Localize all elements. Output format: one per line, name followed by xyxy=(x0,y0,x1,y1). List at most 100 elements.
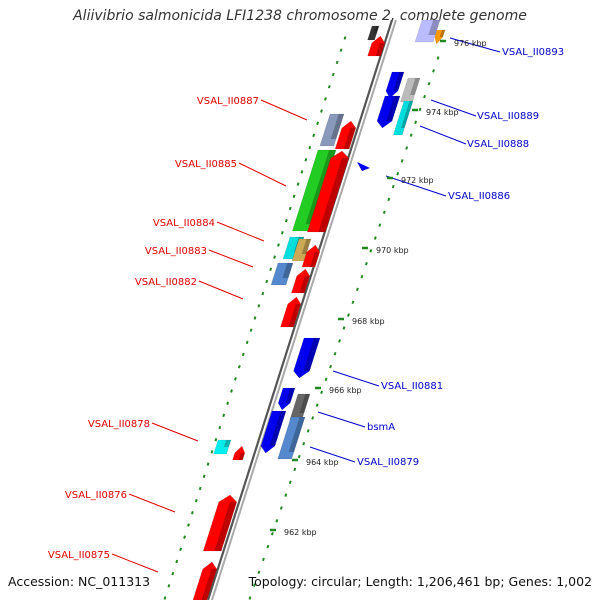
left-track-dot xyxy=(206,462,210,466)
left-track-dot xyxy=(222,413,226,418)
right-track-dot xyxy=(405,146,409,150)
gene-label-line xyxy=(419,125,467,145)
gene-label: VSAL_II0883 xyxy=(145,246,207,257)
feature-0879-blue xyxy=(260,410,287,454)
right-track-dot xyxy=(275,519,279,523)
accession: Accession: NC_011313 xyxy=(8,574,151,589)
gene-label: VSAL_II0887 xyxy=(197,96,259,107)
left-track-dot xyxy=(265,279,269,284)
gene-labels: VSAL_II0893 VSAL_II0889 VSAL_II0888 VSAL_II… xyxy=(48,47,564,561)
right-track-dot xyxy=(414,120,418,125)
left-track-dot xyxy=(198,486,202,491)
position-label: 972 kbp xyxy=(401,176,434,185)
feature-0887-red xyxy=(334,120,357,150)
left-track-dot xyxy=(249,328,253,332)
right-track-dot xyxy=(427,81,431,86)
right-track-dot xyxy=(342,326,346,330)
feature-0882-red xyxy=(291,268,311,294)
left-track-dot xyxy=(202,474,206,478)
left-track-dot xyxy=(269,267,273,272)
gene-label: VSAL_II0888 xyxy=(467,139,529,150)
feature-0883-red xyxy=(301,244,321,268)
right-track-dot xyxy=(373,236,377,240)
gene-label-line xyxy=(385,175,447,197)
backbone xyxy=(206,19,397,600)
gene-label: VSAL_II0875 xyxy=(48,550,110,561)
map-title: Aliivibrio salmonicida LFI1238 chromosom… xyxy=(73,8,527,24)
left-track-dot xyxy=(245,340,249,345)
position-label: 970 kbp xyxy=(376,246,409,255)
gene-label-line xyxy=(260,99,308,121)
right-track-dot xyxy=(432,69,435,73)
position-label: 964 kbp xyxy=(306,458,339,467)
right-track-dot xyxy=(279,506,283,510)
right-track-dot xyxy=(364,261,368,266)
right-track-dot xyxy=(306,429,310,433)
feature-0879-steel xyxy=(277,416,306,460)
feature-0889-grey xyxy=(400,77,421,103)
feature-0876-red xyxy=(202,494,238,552)
right-track-dot xyxy=(329,364,333,369)
right-track-dot xyxy=(400,159,404,163)
left-track-dot xyxy=(339,48,343,52)
label-lines xyxy=(111,37,501,573)
gene-label: VSAL_II0889 xyxy=(477,111,539,122)
left-track-dot xyxy=(312,133,316,138)
right-track-dot xyxy=(436,56,440,60)
left-track-dot xyxy=(331,72,335,77)
position-label: 976 kbp xyxy=(454,39,487,48)
right-track-dot xyxy=(347,313,350,317)
position-label: 968 kbp xyxy=(352,317,385,326)
gene-label-line xyxy=(198,280,244,300)
right-track-dot xyxy=(288,480,292,485)
left-track-dot xyxy=(171,571,175,576)
gene-label-line xyxy=(332,370,380,387)
right-track-dot xyxy=(369,249,373,253)
left-track-dot xyxy=(335,60,339,65)
left-track-dot xyxy=(230,389,233,393)
gene-label: VSAL_II0879 xyxy=(357,457,419,468)
right-track-dot xyxy=(387,197,391,202)
left-track-dot xyxy=(273,255,276,259)
left-track-dot xyxy=(226,401,230,405)
left-track-dot xyxy=(183,535,186,539)
left-track-dot xyxy=(308,145,312,150)
right-track-dot xyxy=(248,596,252,600)
gene-label: VSAL_II0876 xyxy=(65,490,127,501)
position-label: 974 kbp xyxy=(426,108,459,117)
left-track-dot xyxy=(175,559,179,564)
feature-red-small xyxy=(280,296,302,328)
gene-label-line xyxy=(128,493,176,513)
gene-label-line xyxy=(208,249,254,268)
gene-label: VSAL_II0878 xyxy=(88,419,150,430)
left-track-dot xyxy=(257,304,261,308)
gene-label-line xyxy=(238,162,287,187)
feature-0875-red xyxy=(192,561,218,600)
feature-0893-lightblue xyxy=(414,19,441,43)
left-track-dot xyxy=(300,170,304,174)
left-track-dot xyxy=(288,206,292,211)
feature-0887-grey xyxy=(319,113,345,147)
position-labels: 976 kbp 974 kbp 972 kbp 970 kbp 968 kbp 966 k… xyxy=(270,39,487,537)
right-track-dot xyxy=(284,493,288,497)
left-track-dot xyxy=(343,36,347,40)
right-track-dot xyxy=(391,184,395,189)
right-track-dot xyxy=(253,583,256,587)
left-track-dot xyxy=(304,158,308,162)
right-track-dot xyxy=(311,416,315,420)
right-track-dot xyxy=(409,133,413,137)
left-track-dot xyxy=(253,316,257,320)
gene-label: bsmA xyxy=(367,422,395,433)
right-track-dot xyxy=(355,287,359,292)
gene-label-line xyxy=(317,411,366,428)
gene-label: VSAL_II0893 xyxy=(502,47,564,58)
right-track-dot xyxy=(266,544,270,549)
backbone-line xyxy=(206,19,394,600)
right-track-dot xyxy=(378,223,382,227)
feature-0889-blue xyxy=(385,71,405,99)
right-track-dot xyxy=(302,441,306,446)
left-track-dot xyxy=(316,121,320,125)
feature-0885-red xyxy=(306,150,350,233)
left-track-dot xyxy=(241,352,245,357)
